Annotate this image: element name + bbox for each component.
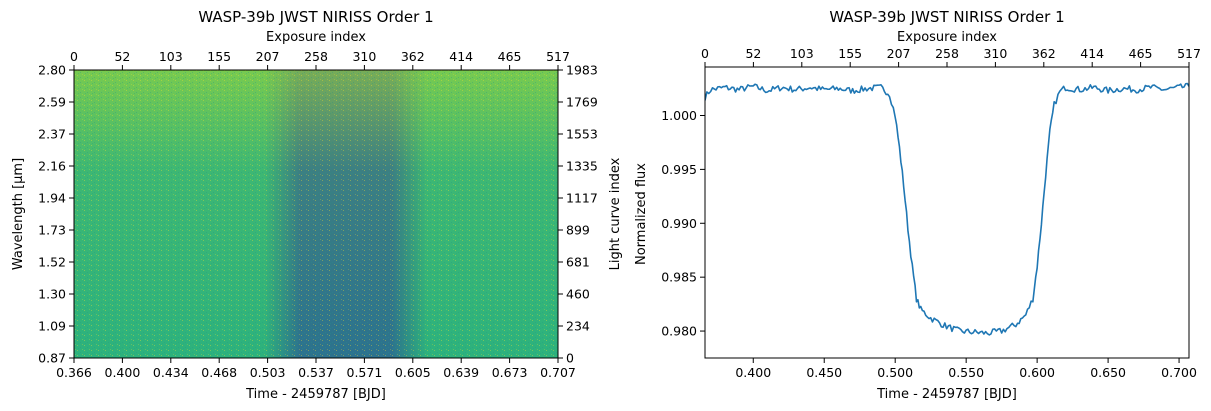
heatmap-y-tick-label: 1.30 [38, 287, 66, 302]
lightcurve-top-tick-label: 517 [1177, 46, 1201, 61]
heatmap-top-tick-label: 310 [352, 49, 376, 64]
lightcurve-y-tick-label: 0.980 [661, 324, 697, 339]
lightcurve-x-tick-label: 0.700 [1161, 365, 1197, 380]
lightcurve-x-tick-label: 0.450 [806, 365, 842, 380]
heatmap-top-ticks: 0 52 103 155 207 258 310 362 414 465 517 [70, 49, 570, 70]
heatmap-right-tick-label: 1117 [566, 191, 598, 206]
heatmap-x-ticks: 0.366 0.400 0.434 0.468 0.503 0.537 0.571 0.605… [56, 358, 576, 380]
heatmap-y-tick-label: 2.59 [38, 95, 66, 110]
lightcurve-top-axis-label: Exposure index [897, 30, 997, 45]
lightcurve-top-tick-label: 414 [1080, 46, 1104, 61]
heatmap-title: WASP-39b JWST NIRISS Order 1 [198, 8, 433, 26]
lightcurve-top-tick-label: 258 [935, 46, 959, 61]
lightcurve-y-tick-label: 1.000 [661, 108, 697, 123]
heatmap-right-tick-label: 1553 [566, 127, 598, 142]
heatmap-x-tick-label: 0.503 [250, 365, 286, 380]
heatmap-x-tick-label: 0.434 [153, 365, 189, 380]
heatmap-image [74, 70, 558, 358]
heatmap-y-tick-label: 0.87 [38, 351, 66, 366]
lightcurve-y-ticks: 0.980 0.985 0.990 0.995 1.000 [661, 108, 705, 339]
heatmap-y-tick-label: 1.09 [38, 319, 66, 334]
heatmap-x-tick-label: 0.707 [540, 365, 576, 380]
heatmap-x-tick-label: 0.639 [443, 365, 479, 380]
lightcurve-y-tick-label: 0.985 [661, 270, 697, 285]
heatmap-top-tick-label: 258 [304, 49, 328, 64]
lightcurve-x-ticks: 0.400 0.450 0.500 0.550 0.600 0.650 0.700 [735, 358, 1197, 380]
lightcurve-top-tick-label: 310 [983, 46, 1007, 61]
heatmap-y-tick-label: 2.80 [38, 63, 66, 78]
heatmap-top-tick-label: 52 [114, 49, 130, 64]
heatmap-y-tick-label: 2.37 [38, 127, 66, 142]
lightcurve-top-tick-label: 52 [745, 46, 761, 61]
lightcurve-panel: WASP-39b JWST NIRISS Order 1 Exposure in… [634, 8, 1201, 402]
lightcurve-series-line [705, 82, 1189, 336]
heatmap-right-tick-label: 681 [566, 255, 590, 270]
heatmap-top-tick-label: 155 [207, 49, 231, 64]
heatmap-y-tick-label: 1.73 [38, 223, 66, 238]
heatmap-top-tick-label: 103 [159, 49, 183, 64]
lightcurve-x-tick-label: 0.550 [948, 365, 984, 380]
heatmap-x-tick-label: 0.605 [395, 365, 431, 380]
heatmap-y-axis-label: Wavelength [μm] [11, 158, 26, 270]
heatmap-y-tick-label: 1.94 [38, 191, 66, 206]
heatmap-right-ticks: 0 234 460 681 899 1117 1335 1553 1769 1983 [558, 63, 598, 366]
heatmap-top-axis-label: Exposure index [266, 30, 366, 45]
heatmap-top-tick-label: 465 [498, 49, 522, 64]
heatmap-top-tick-label: 414 [449, 49, 473, 64]
heatmap-x-tick-label: 0.571 [347, 365, 383, 380]
lightcurve-x-tick-label: 0.650 [1090, 365, 1126, 380]
lightcurve-top-ticks: 0 52 103 155 207 258 310 362 414 465 517 [701, 46, 1201, 67]
heatmap-right-tick-label: 1983 [566, 63, 598, 78]
lightcurve-top-tick-label: 0 [701, 46, 709, 61]
heatmap-top-tick-label: 517 [546, 49, 570, 64]
heatmap-right-tick-label: 1335 [566, 159, 598, 174]
heatmap-top-tick-label: 0 [70, 49, 78, 64]
lightcurve-top-tick-label: 465 [1129, 46, 1153, 61]
lightcurve-x-tick-label: 0.500 [877, 365, 913, 380]
lightcurve-x-tick-label: 0.400 [735, 365, 771, 380]
heatmap-right-tick-label: 0 [566, 351, 574, 366]
heatmap-x-tick-label: 0.468 [201, 365, 237, 380]
lightcurve-top-tick-label: 103 [790, 46, 814, 61]
lightcurve-y-tick-label: 0.995 [661, 162, 697, 177]
heatmap-x-tick-label: 0.673 [492, 365, 528, 380]
heatmap-panel: WASP-39b JWST NIRISS Order 1 Exposure in… [11, 8, 623, 402]
heatmap-right-axis-label: Light curve index [608, 157, 623, 270]
lightcurve-x-axis-label: Time - 2459787 [BJD] [876, 387, 1017, 402]
heatmap-y-tick-label: 1.52 [38, 255, 66, 270]
lightcurve-top-tick-label: 207 [887, 46, 911, 61]
lightcurve-frame [704, 66, 1190, 359]
heatmap-x-axis-label: Time - 2459787 [BJD] [245, 387, 386, 402]
lightcurve-top-tick-label: 362 [1032, 46, 1056, 61]
lightcurve-x-tick-label: 0.600 [1019, 365, 1055, 380]
heatmap-x-tick-label: 0.537 [298, 365, 334, 380]
lightcurve-title: WASP-39b JWST NIRISS Order 1 [829, 8, 1064, 26]
heatmap-right-tick-label: 899 [566, 223, 590, 238]
heatmap-x-tick-label: 0.366 [56, 365, 92, 380]
heatmap-right-tick-label: 234 [566, 319, 590, 334]
lightcurve-y-axis-label: Normalized flux [634, 163, 649, 265]
lightcurve-top-tick-label: 155 [838, 46, 862, 61]
heatmap-y-ticks: 0.87 1.09 1.30 1.52 1.73 1.94 2.16 2.37 2.59 2.80 [38, 63, 74, 366]
heatmap-x-tick-label: 0.400 [105, 365, 141, 380]
heatmap-top-tick-label: 362 [401, 49, 425, 64]
heatmap-top-tick-label: 207 [256, 49, 280, 64]
heatmap-right-tick-label: 460 [566, 287, 590, 302]
lightcurve-y-tick-label: 0.990 [661, 216, 697, 231]
heatmap-y-tick-label: 2.16 [38, 159, 66, 174]
heatmap-right-tick-label: 1769 [566, 95, 598, 110]
heatmap-grain-texture [74, 70, 558, 358]
